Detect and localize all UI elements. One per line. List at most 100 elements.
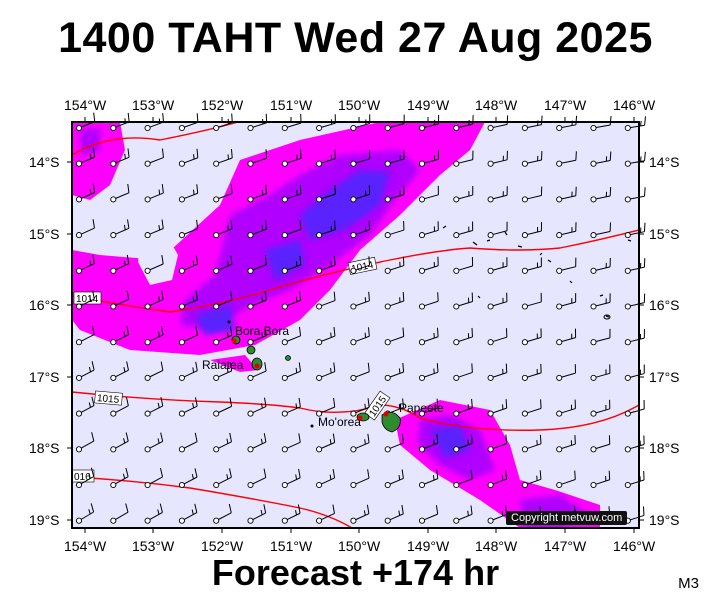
bora-bora-marker (231, 338, 237, 344)
forecast-label: Forecast +174 hr (211, 552, 500, 593)
wind-barb (178, 148, 199, 167)
rain-heavy-area (195, 170, 470, 458)
wind-barb (384, 327, 405, 346)
lat-label: 18°S (29, 440, 60, 456)
wind-barb (213, 148, 233, 167)
wind-barb (110, 467, 129, 489)
wind-barb (453, 256, 474, 274)
wind-barb (521, 151, 543, 167)
wind-barb (556, 328, 577, 346)
wind-barb (247, 468, 267, 489)
wind-barb (144, 326, 164, 346)
lon-label: 152°W (201, 538, 244, 554)
wind-barb (418, 505, 439, 524)
wind-barb (110, 361, 129, 381)
wind-barb (75, 325, 95, 346)
wind-barb (418, 292, 439, 310)
wind-barb (418, 398, 439, 417)
wind-barb (521, 363, 542, 381)
place-label-bora-bora: Bora Bora (235, 324, 289, 338)
wind-barb (247, 326, 267, 346)
islands (227, 225, 632, 433)
wind-barb (487, 505, 507, 524)
isobar-label: 016 (74, 472, 91, 483)
wind-barb (316, 504, 335, 524)
lon-label: 147°W (544, 97, 587, 113)
wind-barb (144, 113, 165, 132)
wind-barb (178, 326, 198, 346)
wind-barb (144, 468, 164, 489)
wind-barb (384, 221, 405, 239)
wind-barb (590, 364, 611, 381)
papeete-marker (383, 411, 389, 417)
wind-barb (418, 221, 439, 239)
wind-barb (75, 432, 95, 453)
wind-barb (453, 221, 474, 239)
wind-barb (384, 150, 405, 167)
wind-barb (384, 256, 405, 274)
place-label-moorea: Mo'orea (318, 415, 361, 429)
wind-barb (75, 290, 95, 310)
wind-barb (316, 149, 336, 167)
wind-barb (178, 397, 198, 417)
lat-label: 15°S (29, 226, 60, 242)
wind-barb (247, 149, 268, 167)
wind-barb (350, 256, 370, 274)
wind-barb (178, 468, 198, 489)
wind-barb (384, 504, 404, 524)
lat-label: 17°S (649, 369, 680, 385)
lat-label: 19°S (29, 512, 60, 528)
wind-barb (487, 186, 508, 203)
lon-label: 154°W (64, 97, 107, 113)
lon-label: 148°W (475, 97, 518, 113)
isobar-label: 1014 (76, 294, 99, 305)
wind-barb (316, 220, 336, 239)
wind-barb (556, 364, 577, 381)
wind-barb (110, 325, 130, 346)
wind-barb (247, 184, 268, 203)
wind-barb (247, 291, 267, 310)
wind-barb (316, 433, 336, 453)
lat-label: 18°S (649, 440, 680, 456)
wind-barb (110, 254, 130, 274)
wind-barb (350, 149, 371, 167)
raiatea-marker (254, 363, 260, 369)
wind-barb (487, 292, 508, 310)
isobar-labels: 1014 1014 1015 1015 016 (71, 256, 391, 483)
wind-barb (521, 257, 542, 274)
lon-label: 151°W (270, 538, 313, 554)
wind-barb (178, 113, 199, 132)
wind-barb (590, 399, 611, 417)
wind-barb (350, 362, 370, 381)
wind-barb (281, 291, 302, 310)
lon-label: 147°W (544, 538, 587, 554)
place-label-papeete: Papeete (399, 401, 444, 415)
wind-barb (418, 327, 439, 346)
wind-barb (213, 255, 233, 274)
wind-barb (316, 185, 336, 203)
wind-barb (350, 433, 370, 453)
lon-label: 150°W (338, 538, 381, 554)
wind-barbs (75, 112, 646, 524)
wind-barb (487, 221, 508, 239)
wind-barb (144, 290, 164, 310)
wind-barb (418, 363, 439, 381)
wind-barb (110, 503, 129, 524)
wind-barb (350, 220, 371, 239)
lon-label: 153°W (132, 538, 175, 554)
wind-barb (624, 187, 646, 203)
wind-barb (350, 398, 370, 417)
wind-barb (521, 434, 542, 453)
lat-label: 16°S (29, 297, 60, 313)
wind-barb (624, 470, 645, 489)
maiao-island (310, 424, 314, 428)
wind-barb (487, 150, 508, 167)
wind-barb (418, 150, 439, 167)
huahine-island (285, 355, 291, 361)
wind-barb (75, 183, 96, 203)
wind-barb (350, 504, 370, 524)
lat-label: 19°S (649, 512, 680, 528)
lon-label: 154°W (64, 538, 107, 554)
wind-barb (590, 151, 612, 167)
isobar-label: 1015 (96, 393, 120, 406)
